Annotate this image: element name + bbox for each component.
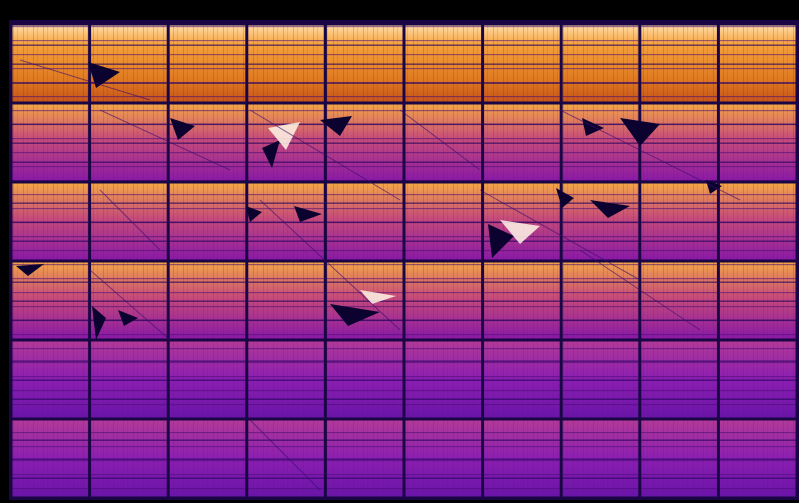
solar-cell [641, 420, 717, 497]
solar-cell [719, 104, 796, 181]
solar-cell [719, 262, 796, 339]
solar-cell [169, 341, 246, 418]
dark-crack-shard [330, 304, 380, 326]
solar-cell [719, 25, 796, 102]
solar-cell [248, 341, 324, 418]
solar-cell [641, 104, 717, 181]
bright-crack-shard [360, 290, 396, 304]
solar-cell [484, 341, 560, 418]
crack-line [479, 189, 641, 281]
dark-crack-shard [118, 310, 138, 326]
dark-crack-shard [170, 118, 195, 140]
crack-line [259, 199, 401, 331]
solar-cell [12, 104, 89, 181]
dark-crack-shard [556, 188, 574, 208]
solar-cell [91, 420, 167, 497]
solar-cell [641, 25, 717, 102]
solar-cell [169, 420, 246, 497]
crack-line [559, 109, 741, 201]
solar-cell [484, 183, 560, 260]
cell-grid [12, 25, 796, 497]
solar-cell [248, 262, 324, 339]
dark-crack-shard [16, 264, 44, 276]
solar-cell [12, 420, 89, 497]
solar-cell [248, 104, 324, 181]
solar-cell [405, 25, 482, 102]
dark-crack-shard [620, 118, 660, 146]
solar-cell [641, 262, 717, 339]
dark-crack-shard [92, 306, 106, 340]
crack-line [249, 419, 321, 491]
solar-cell [248, 183, 324, 260]
solar-cell [484, 420, 560, 497]
solar-cell [326, 420, 403, 497]
crack-line [249, 109, 401, 201]
dark-crack-shard [246, 206, 262, 222]
dark-crack-shard [320, 116, 352, 136]
solar-cell [719, 183, 796, 260]
solar-cell [562, 262, 639, 339]
solar-cell [641, 341, 717, 418]
solar-cell [562, 183, 639, 260]
solar-cell [405, 341, 482, 418]
crack-line [399, 109, 481, 171]
bright-crack-shard [268, 122, 300, 150]
solar-cell [248, 420, 324, 497]
solar-cell [326, 183, 403, 260]
solar-cell [12, 183, 89, 260]
crack-line [579, 249, 701, 331]
solar-cell [91, 341, 167, 418]
solar-cell [169, 25, 246, 102]
solar-cell [12, 262, 89, 339]
dark-crack-shard [88, 62, 120, 88]
solar-cell [719, 341, 796, 418]
solar-cell [91, 183, 167, 260]
solar-cell [12, 25, 89, 102]
dark-crack-shard [488, 224, 514, 258]
solar-cell [326, 25, 403, 102]
solar-cell [91, 104, 167, 181]
solar-cell [91, 25, 167, 102]
solar-cell [326, 341, 403, 418]
solar-cell [326, 104, 403, 181]
dark-crack-shard [294, 206, 322, 222]
solar-cell [405, 262, 482, 339]
solar-cell [484, 104, 560, 181]
solar-cell [562, 25, 639, 102]
solar-cell [405, 420, 482, 497]
solar-cell [248, 25, 324, 102]
solar-cell [562, 104, 639, 181]
solar-cell [562, 341, 639, 418]
bright-crack-shard [500, 220, 540, 244]
crack-line [99, 189, 161, 251]
solar-cell [169, 183, 246, 260]
solar-cell [169, 104, 246, 181]
solar-cell [719, 420, 796, 497]
dark-crack-shard [262, 140, 280, 168]
solar-cell [562, 420, 639, 497]
solar-cell [326, 262, 403, 339]
dark-crack-shard [590, 200, 630, 218]
crack-line [99, 109, 231, 171]
solar-cell [641, 183, 717, 260]
solar-cell [169, 262, 246, 339]
solar-cell [484, 25, 560, 102]
solar-cell [484, 262, 560, 339]
crack-overlay [16, 59, 741, 491]
solar-cell [12, 341, 89, 418]
solar-cell [405, 183, 482, 260]
crack-line [19, 59, 151, 101]
crack-line [89, 269, 171, 341]
